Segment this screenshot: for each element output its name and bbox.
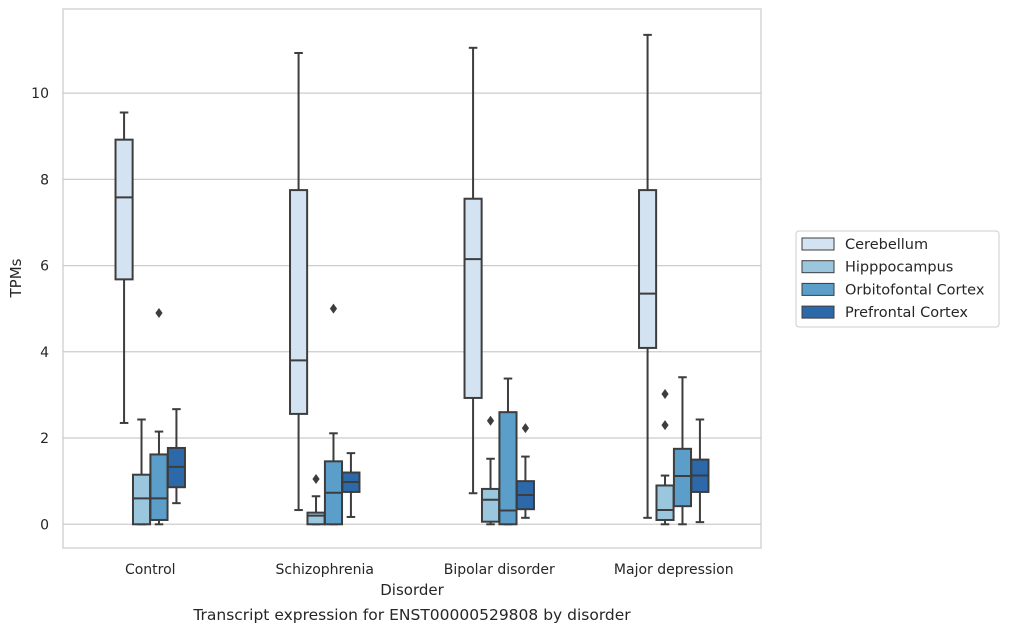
box-1-0 bbox=[131, 418, 152, 526]
x-tick-label: Major depression bbox=[614, 562, 734, 578]
legend-label: Prefrontal Cortex bbox=[845, 305, 968, 321]
outlier-marker bbox=[312, 474, 320, 485]
legend-label: Orbitofontal Cortex bbox=[845, 282, 985, 298]
box-body bbox=[131, 473, 152, 526]
legend-swatch bbox=[801, 260, 835, 274]
figure-caption: Transcript expression for ENST0000052980… bbox=[193, 606, 631, 624]
box-0-0 bbox=[114, 111, 134, 424]
box-body bbox=[655, 484, 675, 521]
outlier-marker bbox=[329, 303, 338, 314]
x-axis-title: Disorder bbox=[380, 581, 444, 599]
x-tick-label: Bipolar disorder bbox=[444, 562, 555, 578]
box-body bbox=[149, 453, 169, 521]
box-2-3 bbox=[672, 376, 693, 526]
y-tick-label: 6 bbox=[40, 259, 49, 275]
box-3-3 bbox=[690, 418, 710, 524]
legend-swatch bbox=[801, 305, 835, 319]
legend-swatch bbox=[801, 282, 835, 296]
box-body bbox=[480, 487, 501, 523]
box-body bbox=[463, 197, 483, 399]
box-body bbox=[289, 189, 309, 415]
box-3-0 bbox=[166, 408, 186, 505]
y-tick-labels: 0 2 4 6 8 10 bbox=[31, 86, 49, 533]
box-body bbox=[306, 511, 326, 526]
plot-marks bbox=[114, 33, 710, 526]
box-body bbox=[114, 138, 134, 281]
outlier-marker bbox=[486, 415, 495, 426]
y-tick-label: 10 bbox=[31, 86, 49, 102]
y-tick-label: 2 bbox=[40, 431, 49, 447]
y-axis-title: TPMs bbox=[7, 258, 25, 298]
outlier-marker bbox=[155, 307, 163, 318]
outlier-marker bbox=[661, 420, 669, 431]
box-body bbox=[498, 411, 518, 526]
plot-frame bbox=[62, 8, 762, 549]
box-3-1 bbox=[341, 452, 361, 518]
box-0-1 bbox=[289, 51, 309, 512]
box-body bbox=[672, 447, 693, 508]
legend-swatch bbox=[801, 237, 835, 251]
box-1-1 bbox=[306, 474, 326, 526]
box-2-1 bbox=[323, 303, 344, 526]
legend: Cerebellum Hipppocampus Orbitofontal Corte… bbox=[795, 230, 1000, 328]
legend-label: Cerebellum bbox=[845, 237, 928, 253]
x-tick-label: Control bbox=[125, 562, 176, 578]
box-0-2 bbox=[463, 46, 483, 495]
y-tick-label: 8 bbox=[40, 172, 49, 188]
box-1-3 bbox=[655, 389, 675, 526]
box-2-2 bbox=[498, 377, 518, 526]
legend-label: Hipppocampus bbox=[845, 260, 953, 276]
outlier-marker bbox=[661, 389, 669, 400]
legend-frame bbox=[795, 230, 1000, 328]
gridlines bbox=[63, 92, 761, 525]
x-tick-labels: Control Schizophrenia Bipolar disorder Majo… bbox=[125, 562, 734, 578]
outlier-marker bbox=[521, 423, 530, 434]
box-0-3 bbox=[638, 33, 658, 519]
x-tick-label: Schizophrenia bbox=[276, 562, 374, 578]
box-2-0 bbox=[149, 307, 169, 526]
y-tick-label: 4 bbox=[40, 345, 49, 361]
box-body bbox=[638, 189, 658, 349]
box-1-2 bbox=[480, 415, 501, 526]
y-tick-label: 0 bbox=[40, 517, 49, 533]
box-3-2 bbox=[515, 423, 535, 519]
